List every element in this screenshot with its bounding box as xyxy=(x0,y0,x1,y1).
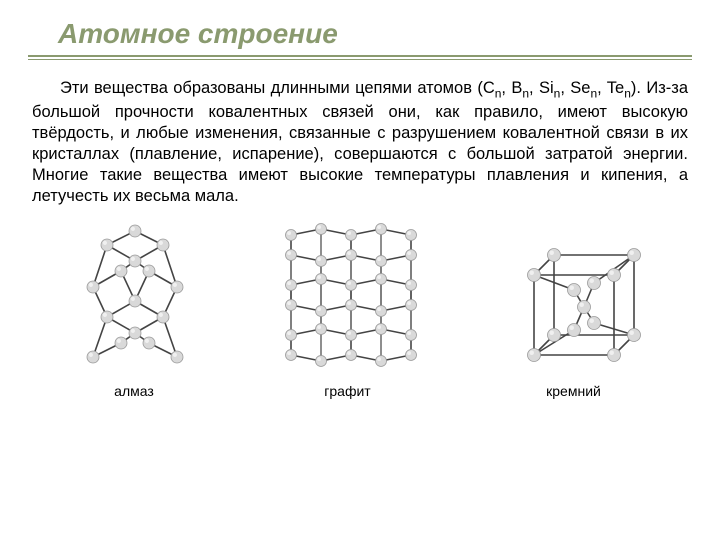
diamond-structure-icon xyxy=(67,217,202,377)
figures-row: алмаз графит кремний xyxy=(28,217,692,399)
silicon-structure-icon xyxy=(494,227,654,377)
body-fragment: , Te xyxy=(597,79,624,97)
caption-silicon: кремний xyxy=(546,383,601,399)
caption-graphite: графит xyxy=(324,383,370,399)
caption-diamond: алмаз xyxy=(114,383,154,399)
body-paragraph: Эти вещества образованы длинными цепями … xyxy=(28,68,692,213)
slide-root: Атомное строение Эти вещества образованы… xyxy=(0,0,720,540)
graphite-structure-icon xyxy=(263,217,433,377)
body-fragment: , Se xyxy=(560,79,590,97)
title-block: Атомное строение xyxy=(28,18,692,60)
body-fragment: , Si xyxy=(529,79,554,97)
title-rule-2 xyxy=(28,59,692,60)
subscript: n xyxy=(624,86,631,100)
figure-diamond: алмаз xyxy=(67,217,202,399)
slide-title: Атомное строение xyxy=(28,18,692,54)
body-fragment: Эти вещества образованы длинными цепями … xyxy=(60,79,495,97)
figure-silicon: кремний xyxy=(494,227,654,399)
body-fragment: , B xyxy=(501,79,522,97)
figure-graphite: графит xyxy=(263,217,433,399)
title-rule-1 xyxy=(28,55,692,57)
